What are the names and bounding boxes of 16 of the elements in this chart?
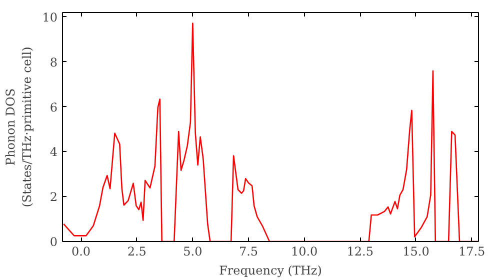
y-tick-label: 8 <box>50 55 58 70</box>
y-axis-title: Phonon DOS (States/THz·primitive cell) <box>3 46 34 208</box>
x-tick-label: 2.5 <box>127 244 146 258</box>
x-tick-label: 10.0 <box>290 244 318 258</box>
x-tick-label: 12.5 <box>346 244 374 258</box>
x-axis-title: Frequency (THz) <box>219 264 322 278</box>
y-tick-label: 2 <box>50 190 58 204</box>
y-tick-label: 6 <box>50 100 58 114</box>
x-tick-label: 17.5 <box>458 244 486 258</box>
x-tick-label: 5.0 <box>183 244 202 258</box>
y-tick-label: 4 <box>50 145 58 160</box>
x-tick-label: 0.0 <box>71 244 91 258</box>
y-tick-label: 0 <box>50 235 58 249</box>
x-tick-label: 15.0 <box>402 244 430 258</box>
y-tick-label: 10 <box>42 10 58 24</box>
x-tick-label: 7.5 <box>238 244 258 258</box>
